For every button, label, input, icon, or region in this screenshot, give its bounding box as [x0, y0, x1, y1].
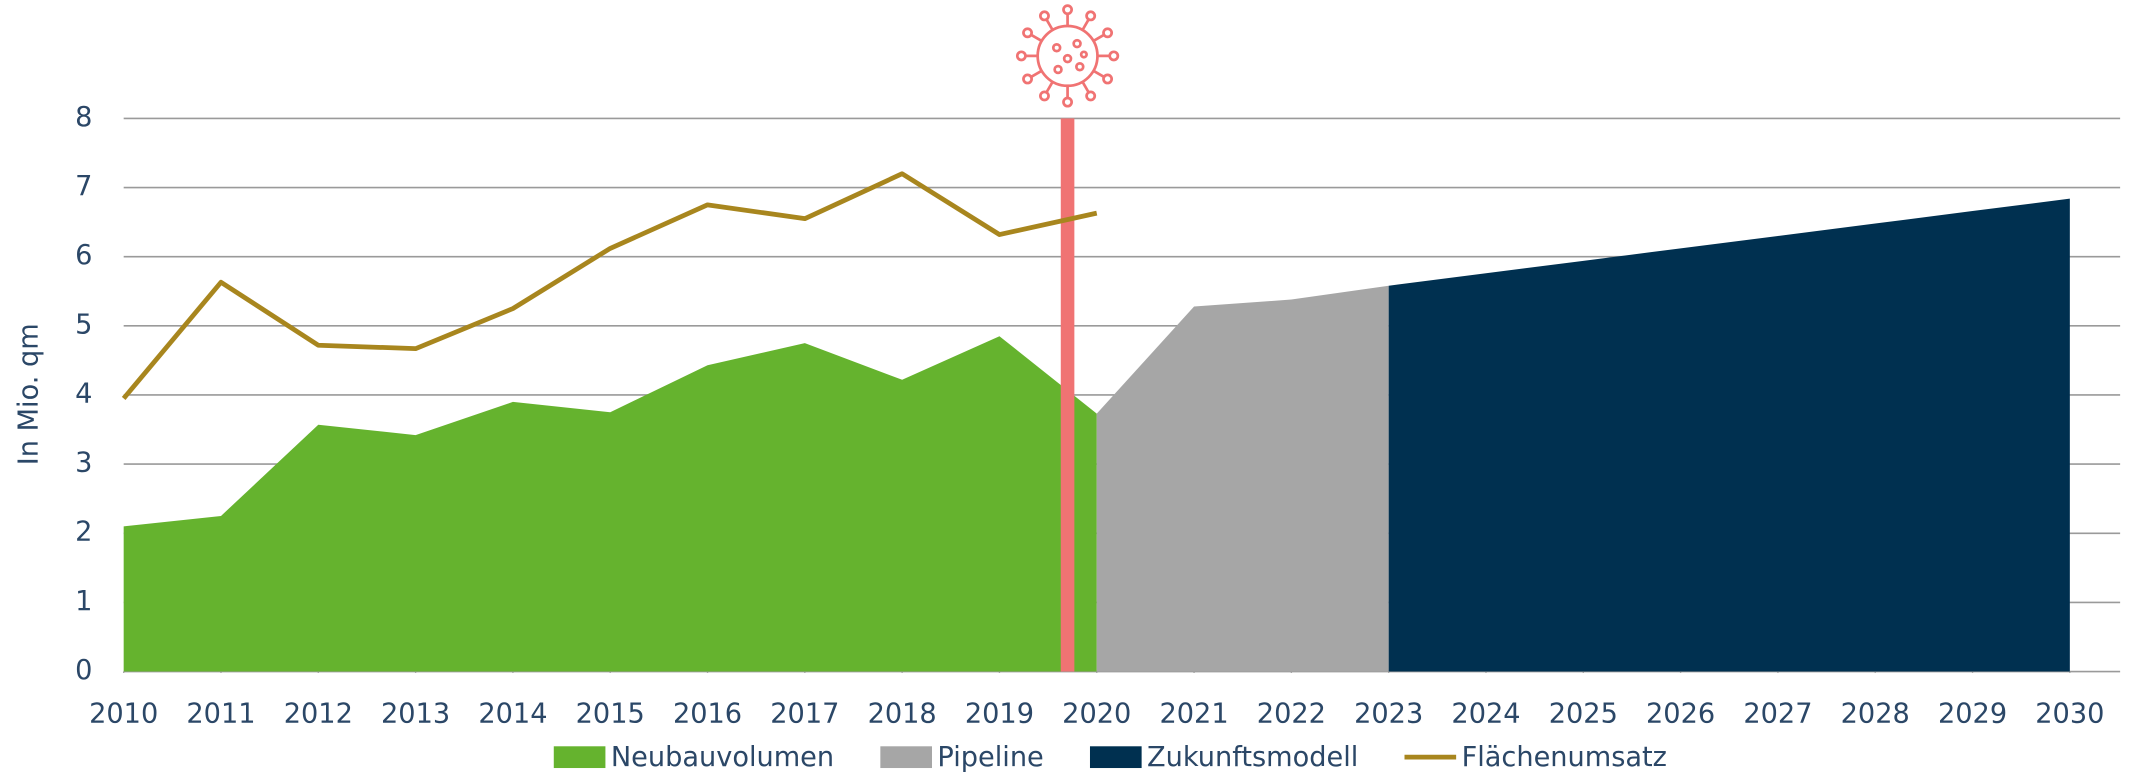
y-axis-label: In Mio. qm — [13, 323, 44, 465]
virus-spike — [1092, 69, 1105, 79]
virus-spike — [1081, 18, 1090, 31]
legend-label: Neubauvolumen — [611, 742, 834, 773]
marker-line — [1060, 118, 1075, 672]
virus-spike-tip — [1015, 50, 1027, 62]
virus-spike-tip — [1085, 10, 1097, 22]
virus-spike-tip — [1022, 27, 1033, 39]
virus-spike-tip — [1039, 10, 1050, 22]
x-tick-label: 2015 — [576, 699, 645, 730]
virus-spike-tip — [1102, 73, 1114, 85]
x-tick-label: 2018 — [868, 699, 937, 730]
legend-label: Zukunftsmodell — [1147, 742, 1358, 773]
x-tick-label: 2011 — [186, 699, 255, 730]
virus-spike-tip — [1039, 90, 1050, 102]
legend: Neubauvolumen Pipeline Zukunftsmodell Fläch… — [553, 742, 1667, 773]
legend-swatch — [553, 746, 606, 769]
area — [1096, 285, 1389, 672]
x-tick-label: 2030 — [2035, 699, 2104, 730]
legend-swatch — [1089, 746, 1142, 769]
plot-area — [123, 198, 2070, 672]
x-tick-label: 2020 — [1062, 699, 1131, 730]
y-tick-label: 1 — [75, 586, 92, 617]
virus-spike — [1030, 33, 1043, 43]
virus-spike-tip — [1102, 27, 1114, 39]
x-tick-label: 2025 — [1549, 699, 1618, 730]
x-tick-label: 2027 — [1743, 699, 1812, 730]
x-tick-label: 2021 — [1159, 699, 1228, 730]
virus-spike-tip — [1108, 50, 1120, 62]
line — [121, 171, 1098, 400]
x-tick-label: 2028 — [1841, 699, 1910, 730]
legend-item: Neubauvolumen — [553, 742, 834, 773]
y-tick-label: 2 — [75, 517, 92, 548]
x-tick-label: 2010 — [89, 699, 158, 730]
x-tick-label: 2023 — [1354, 699, 1423, 730]
x-tick-label: 2013 — [381, 699, 450, 730]
x-tick-label: 2029 — [1938, 699, 2007, 730]
virus-spike-tip — [1062, 4, 1074, 16]
y-tick-label: 0 — [75, 655, 92, 686]
legend-label: Flächenumsatz — [1462, 742, 1667, 773]
virus-spike — [1030, 69, 1043, 79]
virus-spike — [1092, 33, 1105, 43]
virus-spike — [1081, 81, 1090, 94]
x-tick-label: 2024 — [1451, 699, 1520, 730]
y-tick-label: 5 — [75, 309, 92, 340]
x-tick-label: 2017 — [770, 699, 839, 730]
y-tick-label: 3 — [75, 448, 92, 479]
virus-icon — [1015, 4, 1120, 108]
x-tick-label: 2022 — [1257, 699, 1326, 730]
virus-spike-tip — [1062, 96, 1074, 108]
y-tick-label: 8 — [75, 102, 92, 133]
virus-spike-tip — [1022, 73, 1033, 85]
legend-item: Pipeline — [880, 742, 1044, 773]
virus-spike-tip — [1085, 90, 1097, 102]
legend-item: Flächenumsatz — [1404, 742, 1667, 773]
area — [123, 336, 1097, 672]
virus-spike — [1045, 81, 1054, 94]
x-tick-label: 2014 — [478, 699, 547, 730]
virus-spike — [1045, 18, 1054, 31]
x-tick-label: 2026 — [1646, 699, 1715, 730]
legend-label: Pipeline — [937, 742, 1043, 773]
y-tick-label: 4 — [75, 378, 92, 409]
x-tick-label: 2019 — [965, 699, 1034, 730]
x-tick-label: 2012 — [284, 699, 353, 730]
y-tick-label: 7 — [75, 171, 92, 202]
y-tick-label: 6 — [75, 240, 92, 271]
x-tick-label: 2016 — [673, 699, 742, 730]
legend-swatch — [880, 746, 932, 769]
legend-item: Zukunftsmodell — [1089, 742, 1358, 773]
area — [1388, 198, 2070, 672]
